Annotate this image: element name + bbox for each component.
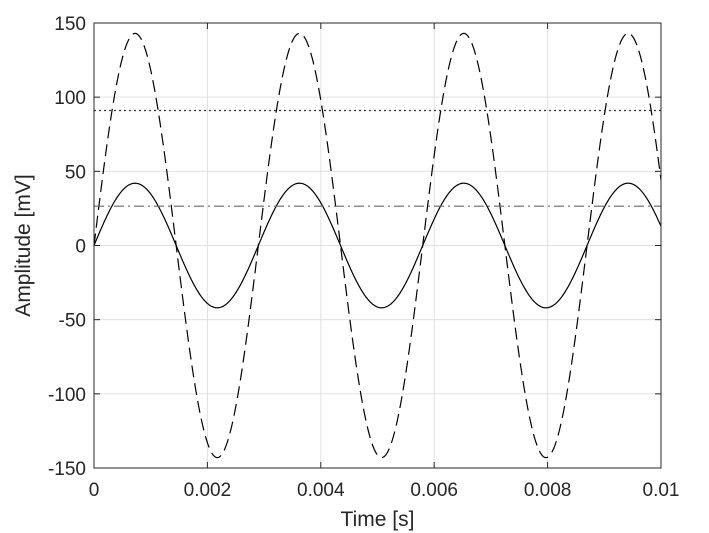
x-tick-label: 0 (89, 480, 100, 501)
y-tick-label: 150 (54, 14, 86, 35)
y-axis-label: Amplitude [mV] (12, 174, 35, 316)
x-tick-label: 0.01 (643, 480, 680, 501)
x-tick-label: 0.008 (524, 480, 572, 501)
y-tick-label: 50 (65, 162, 86, 183)
y-tick-label: 0 (75, 237, 86, 258)
tick-group: 0 0.002 0.004 0.006 0.008 0.01 -150 -100 -50 0 50 1… (48, 14, 680, 501)
series-group (93, 32, 662, 459)
grid (94, 23, 661, 468)
y-tick-label: 100 (54, 88, 86, 109)
x-tick-label: 0.006 (410, 480, 458, 501)
y-tick-label: -50 (59, 311, 86, 332)
series-line-2 (93, 32, 662, 459)
series-line-1 (93, 182, 662, 309)
y-tick-label: -150 (48, 459, 86, 480)
x-tick-label: 0.002 (184, 480, 232, 501)
y-tick-label: -100 (48, 385, 86, 406)
x-tick-label: 0.004 (297, 480, 345, 501)
x-axis-label: Time [s] (341, 508, 415, 531)
